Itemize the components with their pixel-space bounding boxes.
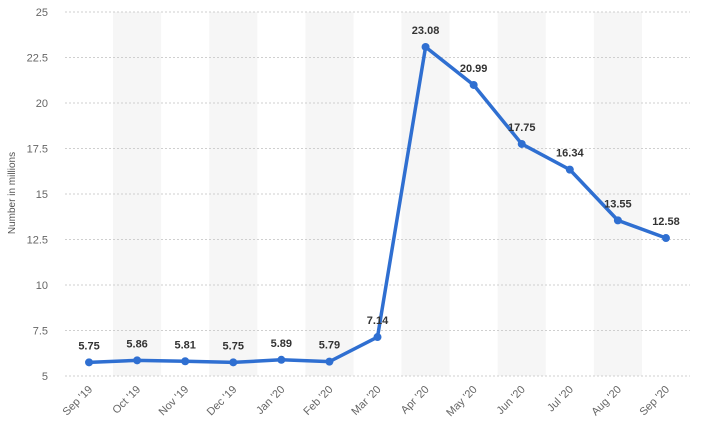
y-axis-ticks: 5 7.5 10 12.5 15 17.5 20 22.5 25	[27, 7, 48, 383]
x-tick-label: May '20	[444, 384, 479, 419]
x-tick-label: Jul '20	[545, 384, 576, 415]
x-tick-label: Mar '20	[349, 384, 383, 418]
x-tick-label: Jun '20	[495, 384, 528, 417]
data-label: 16.34	[556, 148, 584, 160]
y-tick-label: 7.5	[33, 326, 48, 338]
data-point[interactable]	[325, 357, 334, 366]
data-label: 23.08	[412, 25, 440, 37]
y-tick-label: 15	[36, 189, 48, 201]
y-tick-label: 5	[42, 371, 48, 383]
x-axis-ticks: Sep '19 Oct '19 Nov '19 Dec '19 Jan '20 Feb '…	[61, 384, 673, 419]
y-tick-label: 25	[36, 7, 48, 19]
data-label: 17.75	[508, 122, 536, 134]
x-tick-label: Jan '20	[254, 384, 287, 417]
x-tick-label: Sep '19	[61, 384, 96, 419]
data-point[interactable]	[661, 234, 670, 243]
data-label: 7.14	[367, 315, 389, 327]
x-tick-label: Aug '20	[589, 384, 624, 419]
x-tick-label: Nov '19	[157, 384, 192, 419]
x-tick-label: Oct '19	[110, 384, 143, 417]
data-point[interactable]	[565, 165, 574, 174]
data-label: 13.55	[604, 198, 632, 210]
y-tick-label: 20	[36, 98, 48, 110]
y-tick-label: 10	[36, 280, 48, 292]
data-point[interactable]	[469, 80, 478, 89]
x-tick-label: Sep '20	[637, 384, 672, 419]
data-label: 12.58	[652, 216, 680, 228]
y-tick-label: 17.5	[27, 144, 48, 156]
data-point[interactable]	[421, 42, 430, 51]
data-point[interactable]	[373, 333, 382, 342]
data-points	[85, 42, 670, 367]
y-tick-label: 12.5	[27, 235, 48, 247]
data-label: 5.75	[223, 340, 244, 352]
data-point[interactable]	[517, 139, 526, 148]
x-tick-label: Feb '20	[301, 384, 335, 418]
data-point[interactable]	[133, 356, 142, 365]
data-label: 5.81	[174, 339, 195, 351]
data-point[interactable]	[229, 358, 238, 367]
y-tick-label: 22.5	[27, 53, 48, 65]
data-point[interactable]	[277, 355, 286, 364]
data-point[interactable]	[613, 216, 622, 225]
x-tick-label: Dec '19	[205, 384, 240, 419]
data-label: 5.89	[271, 338, 292, 350]
data-labels: 5.75 5.86 5.81 5.75 5.89 5.79 7.14 23.08 20.99 17…	[78, 25, 679, 352]
data-label: 5.86	[126, 338, 147, 350]
gridlines	[65, 11, 690, 377]
x-tick-label: Apr '20	[399, 384, 432, 417]
data-label: 5.75	[78, 340, 99, 352]
data-label: 20.99	[460, 63, 488, 75]
data-label: 5.79	[319, 340, 340, 352]
data-point[interactable]	[181, 357, 190, 366]
y-axis-title: Number in millions	[7, 152, 18, 234]
data-point[interactable]	[85, 358, 94, 367]
